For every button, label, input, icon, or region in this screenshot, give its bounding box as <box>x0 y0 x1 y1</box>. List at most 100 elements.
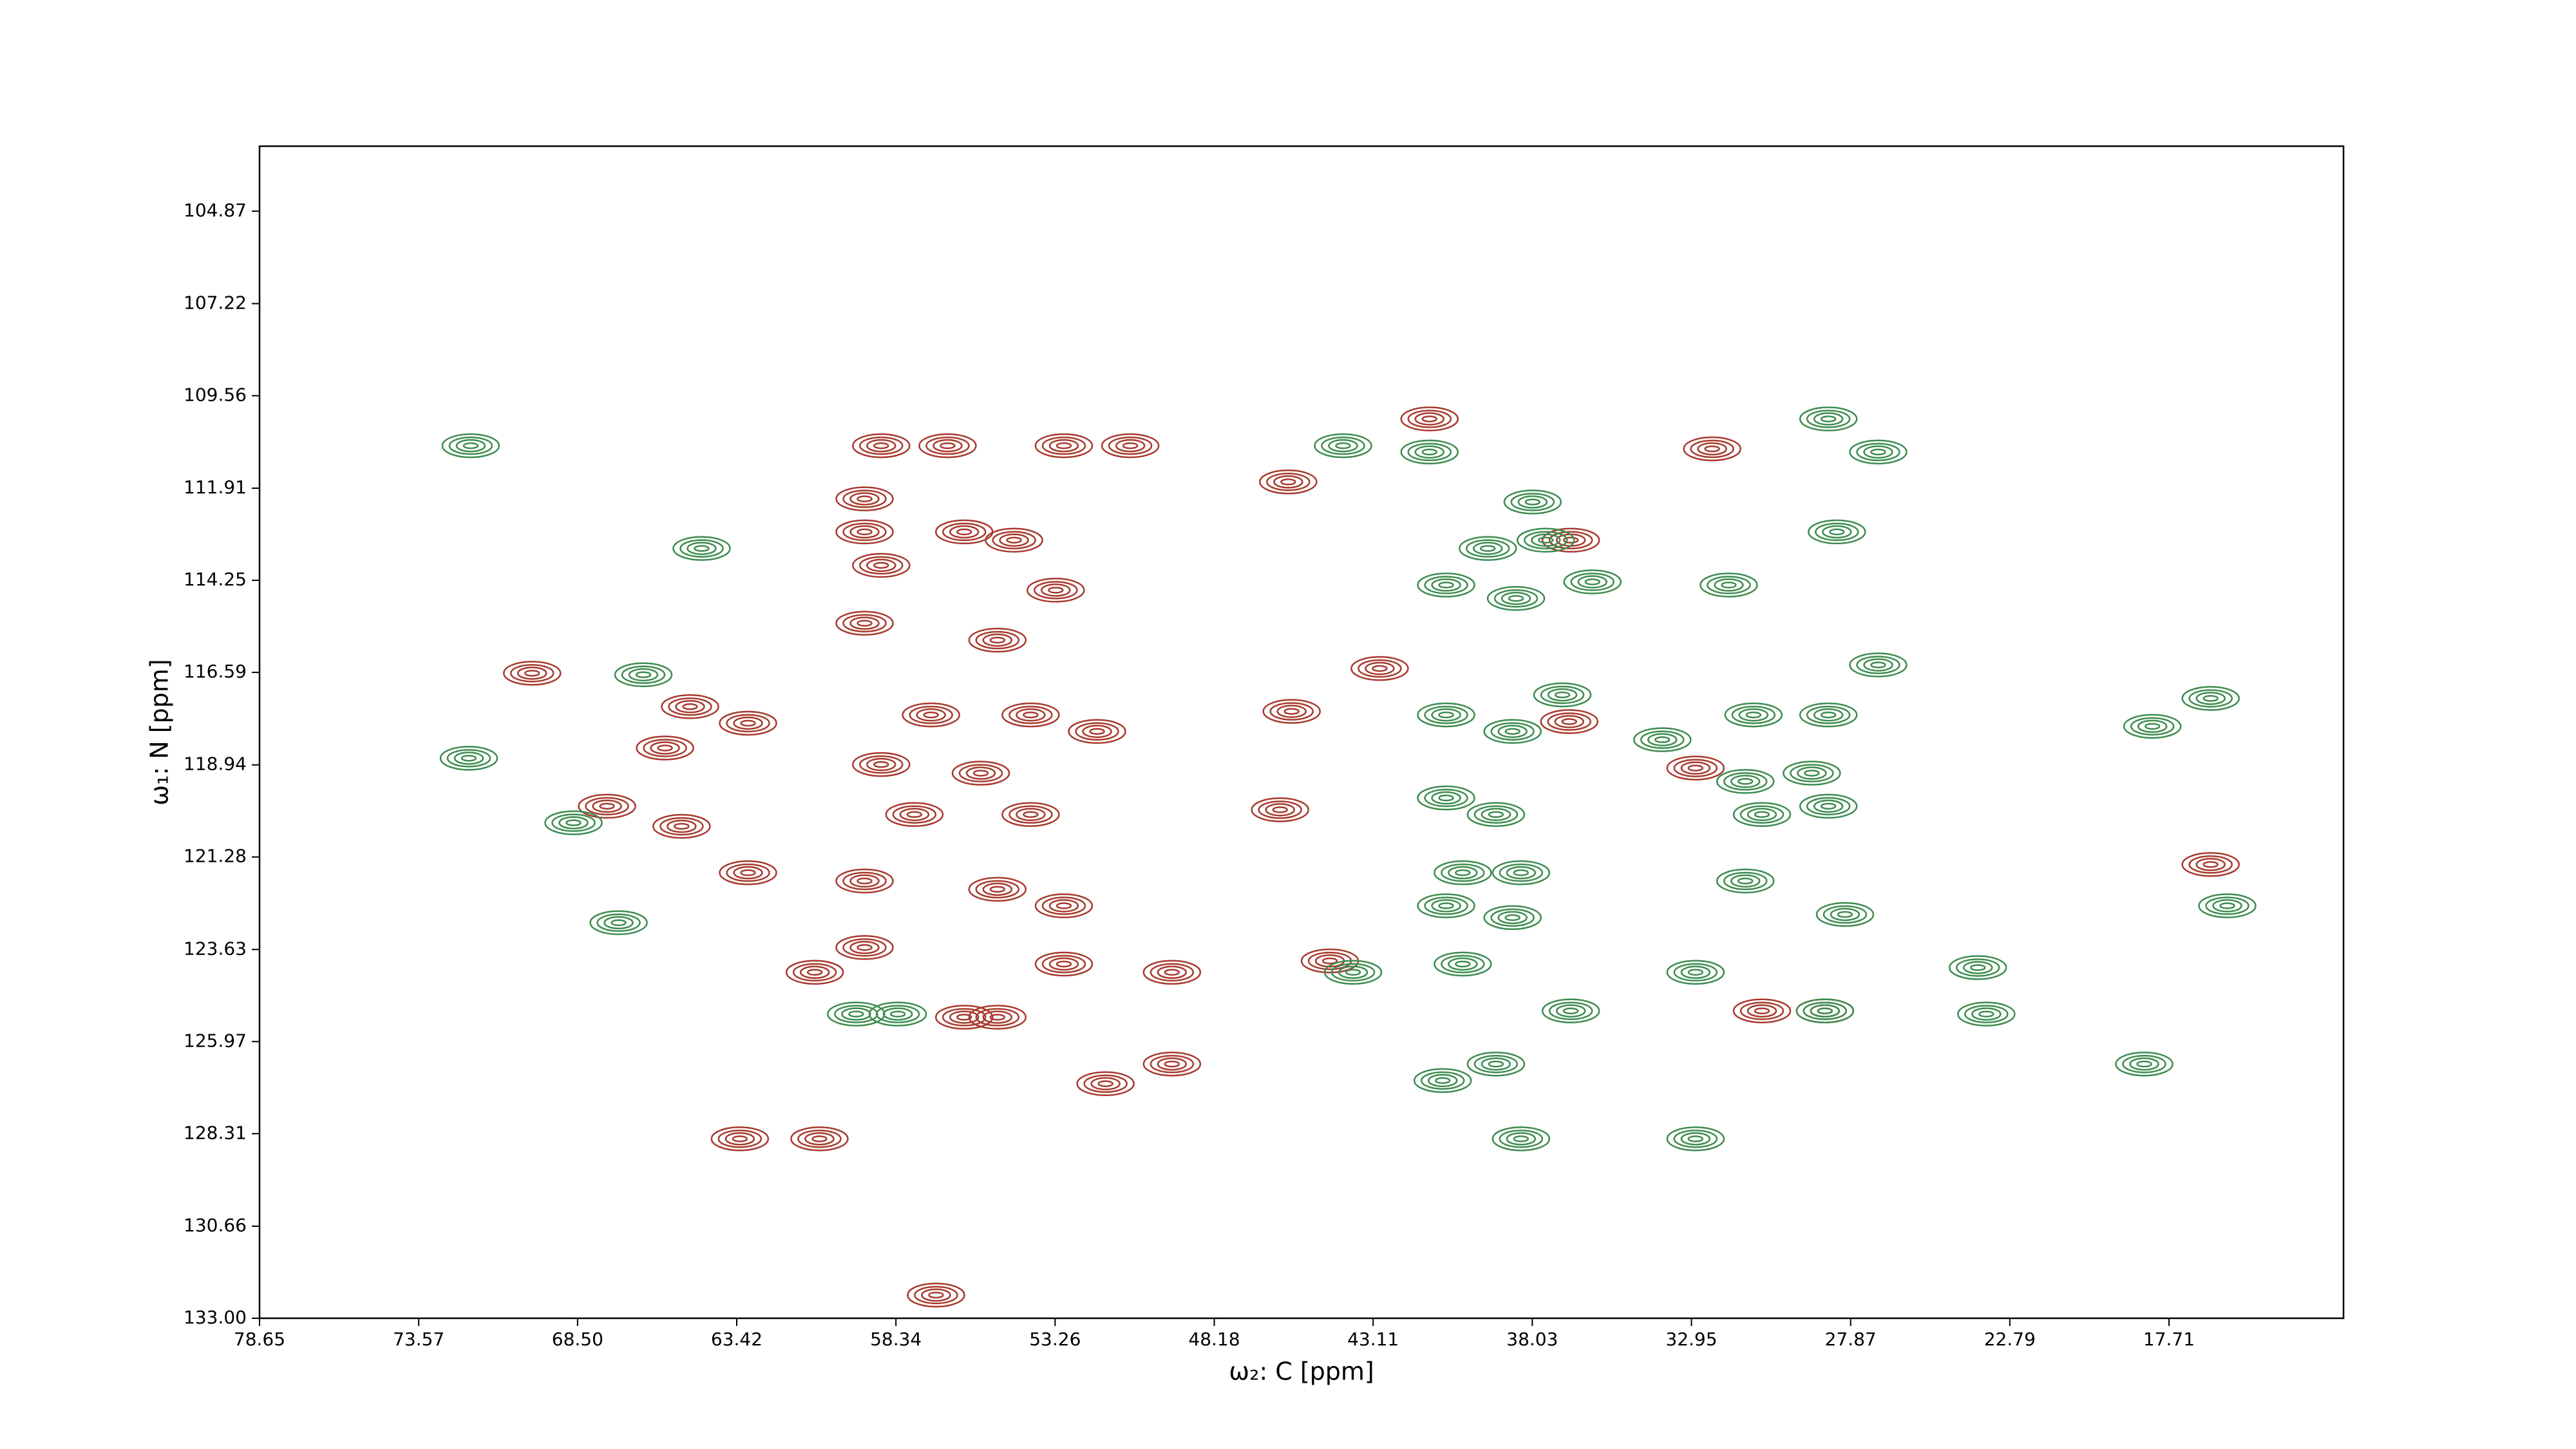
contour-ring <box>2181 852 2240 877</box>
contour-ring <box>1739 1001 1785 1020</box>
contour-ring <box>834 1005 878 1023</box>
contour-ring <box>717 1130 762 1148</box>
peak <box>1417 702 1475 728</box>
contour-ring <box>999 533 1029 547</box>
contour-ring <box>1338 965 1368 980</box>
y-tick-label: 111.91 <box>184 477 247 498</box>
contour-ring <box>1799 702 1858 728</box>
y-tick-label: 133.00 <box>184 1307 247 1328</box>
contour-ring <box>1481 1057 1511 1071</box>
contour-ring <box>1097 1080 1113 1088</box>
peak <box>1001 802 1060 827</box>
contour-ring <box>885 802 944 827</box>
x-tick-label: 78.65 <box>234 1329 285 1350</box>
contour-ring <box>1506 866 1537 880</box>
contour-ring <box>1666 1126 1725 1151</box>
contour-ring <box>565 819 582 826</box>
contour-ring <box>1438 902 1454 909</box>
contour-ring <box>524 670 540 677</box>
contour-ring <box>1673 963 1718 982</box>
contour-ring <box>659 817 704 836</box>
contour-ring <box>899 808 930 821</box>
contour-ring <box>1830 907 1861 922</box>
contour-ring <box>2202 861 2219 868</box>
peak <box>441 433 500 459</box>
contour-ring <box>982 1010 1013 1024</box>
contour-ring <box>657 744 673 752</box>
contour-ring <box>1680 761 1711 775</box>
contour-ring <box>1508 594 1524 602</box>
x-tick-label: 48.18 <box>1188 1329 1240 1350</box>
peak <box>1503 489 1562 515</box>
peak <box>1795 998 1855 1023</box>
contour-ring <box>636 735 694 761</box>
contour-ring <box>733 866 763 880</box>
contour-ring <box>849 616 880 630</box>
peak <box>1633 727 1692 752</box>
peak <box>1783 761 1841 786</box>
contour-ring <box>1001 802 1060 827</box>
contour-ring <box>934 1005 994 1030</box>
contour-ring <box>975 1008 1020 1027</box>
contour-ring <box>1335 442 1351 450</box>
contour-ring <box>1957 1001 2016 1027</box>
x-tick-label: 32.95 <box>1665 1329 1717 1350</box>
contour-ring <box>1978 1010 1994 1018</box>
contour-ring <box>1837 911 1853 918</box>
contour-ring <box>1023 811 1039 818</box>
contour-ring <box>732 1135 748 1142</box>
contour-ring <box>1547 712 1592 731</box>
peak <box>785 960 844 985</box>
contour-ring <box>992 531 1036 550</box>
contour-ring <box>628 668 659 682</box>
contour-ring <box>1438 582 1454 589</box>
contour-ring <box>1863 658 1893 672</box>
contour-ring <box>1345 969 1361 976</box>
contour-ring <box>892 805 937 824</box>
contour-ring <box>1562 536 1579 544</box>
contour-ring <box>1813 412 1844 426</box>
contour-ring <box>956 528 972 536</box>
contour-ring <box>462 442 479 450</box>
y-tick-label: 118.94 <box>184 753 247 775</box>
contour-ring <box>859 556 904 575</box>
contour-ring <box>804 1132 835 1146</box>
peak <box>636 735 694 761</box>
peak <box>2115 1051 2174 1077</box>
contour-ring <box>1448 866 1478 880</box>
contour-ring <box>2123 714 2182 739</box>
contour-ring <box>1870 448 1886 456</box>
contour-ring <box>907 1282 965 1308</box>
contour-ring <box>724 1132 755 1146</box>
contour-ring <box>719 710 777 736</box>
contour-ring <box>1687 969 1704 976</box>
y-tick-label: 128.31 <box>184 1122 247 1143</box>
contour-ring <box>2188 689 2233 708</box>
contour-ring <box>589 910 648 936</box>
contour-ring <box>873 442 889 450</box>
contour-ring <box>2195 858 2226 871</box>
peak <box>1251 797 1309 822</box>
contour-ring <box>1150 963 1195 982</box>
contour-ring <box>933 439 963 453</box>
contour-ring <box>2195 692 2226 705</box>
contour-ring <box>989 1014 1006 1021</box>
contour-ring <box>1417 893 1475 918</box>
contour-ring <box>1561 718 1578 725</box>
peak <box>1957 1001 2016 1027</box>
peak <box>672 536 731 561</box>
contour-ring <box>1488 1060 1504 1068</box>
contour-ring <box>2198 893 2257 918</box>
contour-ring <box>661 694 719 719</box>
peak <box>1417 893 1475 918</box>
contour-ring <box>1548 531 1593 550</box>
peak <box>1417 785 1475 811</box>
contour-ring <box>1517 527 1575 553</box>
contour-ring <box>792 963 837 982</box>
contour-ring <box>902 702 960 728</box>
contour-ring <box>1732 998 1792 1023</box>
contour-ring <box>2202 695 2219 702</box>
contour-ring <box>740 869 756 876</box>
contour-ring <box>2205 896 2249 915</box>
contour-ring <box>726 714 770 733</box>
